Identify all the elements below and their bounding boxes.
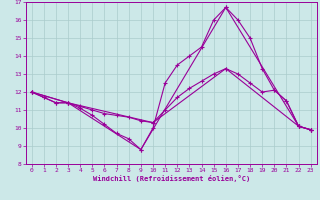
- X-axis label: Windchill (Refroidissement éolien,°C): Windchill (Refroidissement éolien,°C): [92, 175, 250, 182]
